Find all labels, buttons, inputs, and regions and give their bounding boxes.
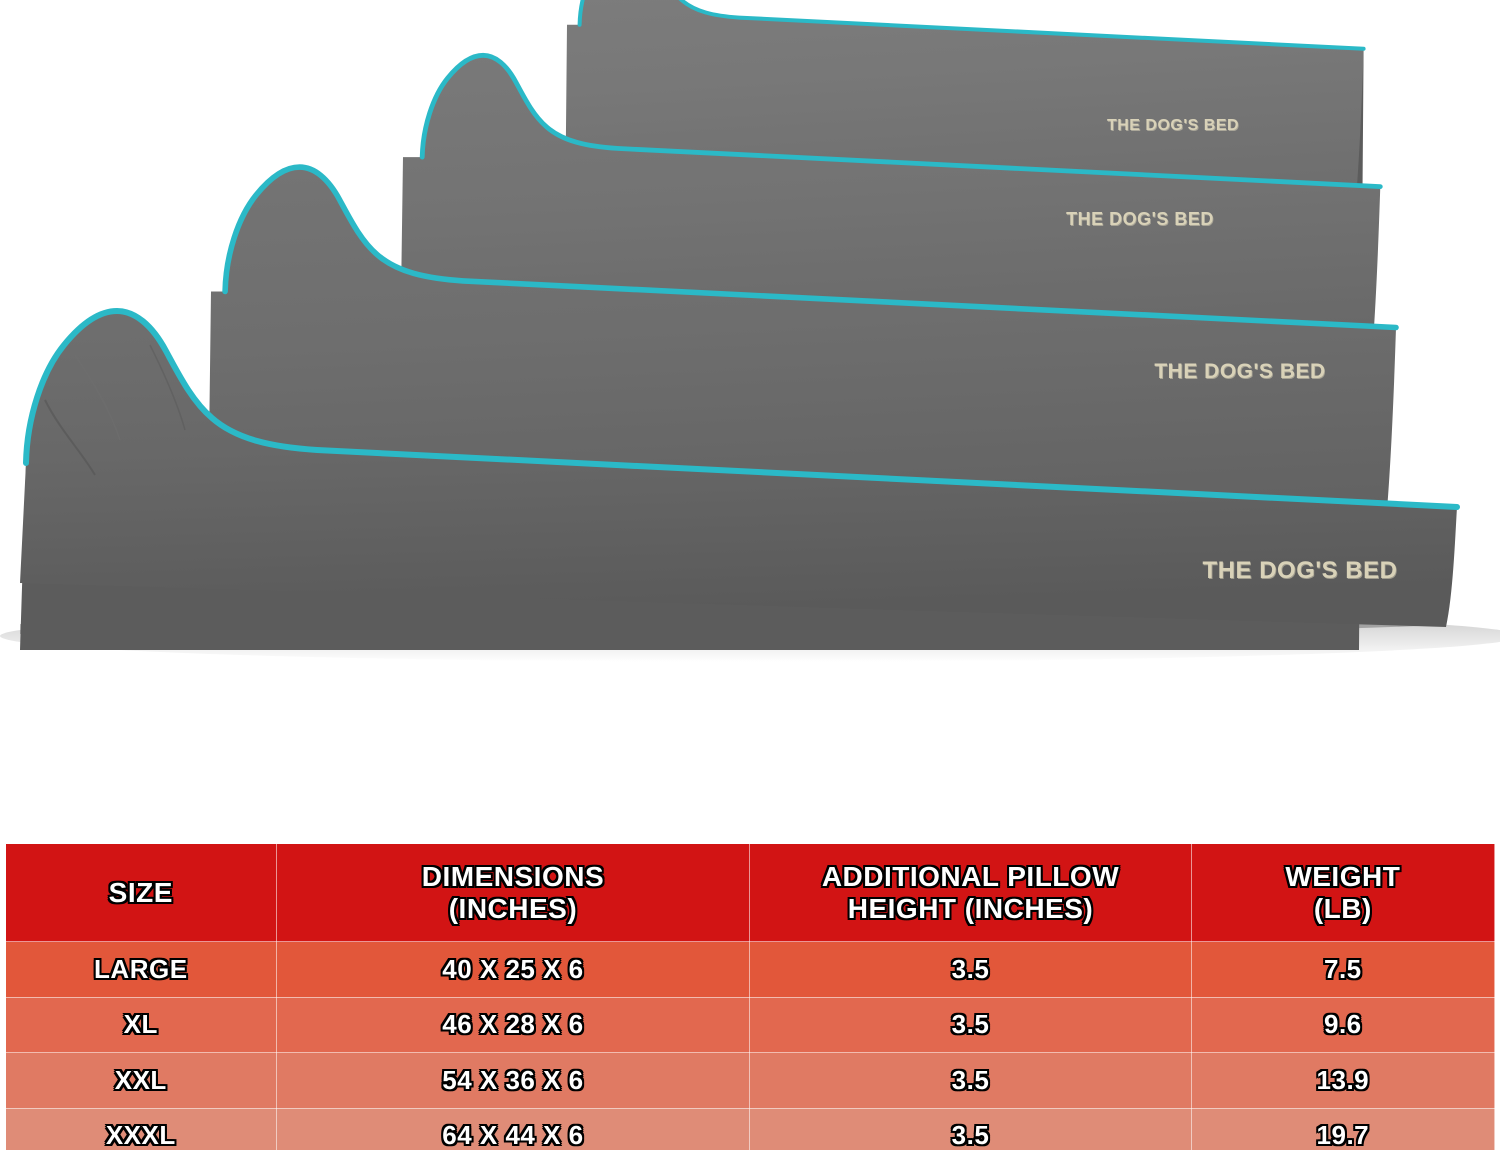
svg-text:THE DOG'S BED: THE DOG'S BED xyxy=(1154,360,1325,383)
svg-text:THE DOG'S BED: THE DOG'S BED xyxy=(1066,209,1214,229)
svg-text:THE DOG'S BED: THE DOG'S BED xyxy=(1107,117,1239,134)
svg-text:THE DOG'S BED: THE DOG'S BED xyxy=(1203,557,1398,584)
